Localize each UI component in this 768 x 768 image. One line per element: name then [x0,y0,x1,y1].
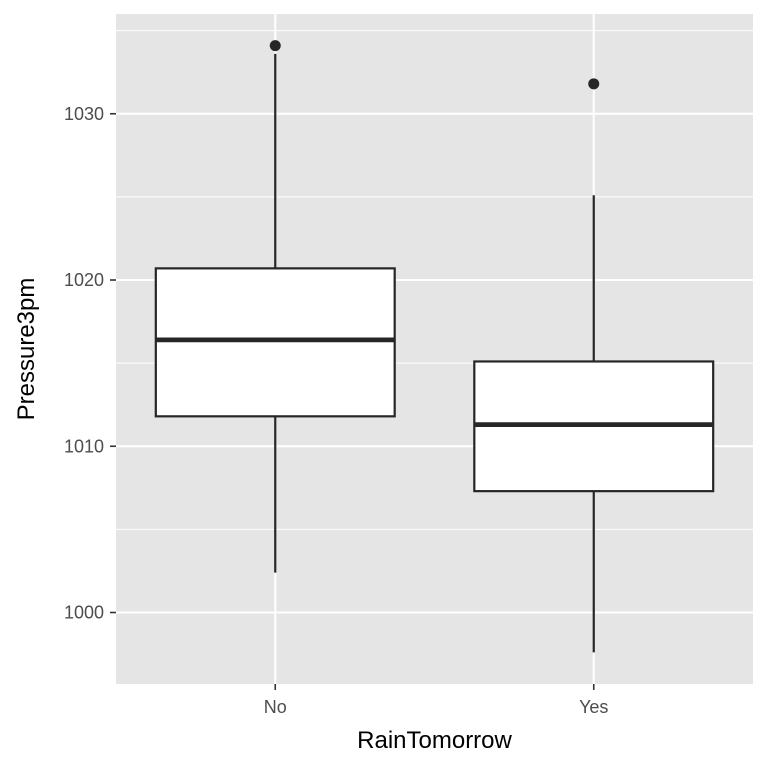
outlier-point [269,40,281,52]
x-tick-label: No [264,697,287,717]
x-axis-title: RainTomorrow [357,727,512,754]
y-tick-label: 1020 [64,270,104,290]
y-tick-label: 1000 [64,603,104,623]
box-no [154,40,396,573]
outlier-point [588,78,600,90]
iqr-box [154,267,396,418]
x-axis: No Yes [264,684,608,717]
x-tick-label: Yes [579,697,608,717]
y-tick-label: 1010 [64,436,104,456]
box-yes [473,78,715,653]
y-tick-label: 1030 [64,104,104,124]
boxes-layer [154,40,715,653]
y-axis: 1000 1010 1020 1030 [64,104,116,623]
y-axis-title: Pressure3pm [13,278,40,421]
